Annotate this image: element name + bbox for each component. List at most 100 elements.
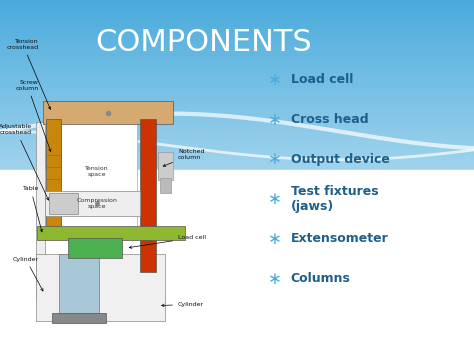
- Bar: [0, 311, 474, 313]
- Text: Extensometer: Extensometer: [291, 233, 388, 245]
- Text: ∗: ∗: [268, 71, 282, 89]
- Bar: [0, 44, 474, 47]
- Bar: [0, 337, 474, 340]
- Bar: [0, 246, 474, 248]
- Bar: [45, 191, 140, 216]
- Bar: [68, 238, 122, 258]
- Bar: [0, 213, 474, 216]
- Bar: [0, 269, 474, 272]
- Bar: [49, 193, 78, 214]
- Text: ∗: ∗: [268, 151, 282, 168]
- Bar: [0, 308, 474, 311]
- Bar: [0, 15, 474, 18]
- Bar: [0, 98, 474, 100]
- Bar: [0, 77, 474, 80]
- Bar: [0, 317, 474, 320]
- Bar: [0, 186, 474, 189]
- Text: ∗: ∗: [268, 230, 282, 248]
- Bar: [0, 255, 474, 257]
- Bar: [0, 237, 474, 240]
- Bar: [0, 148, 474, 151]
- Text: Cross head: Cross head: [291, 113, 368, 126]
- Text: Screw
column: Screw column: [16, 80, 51, 152]
- Bar: [0, 142, 474, 145]
- Bar: [0, 21, 474, 24]
- Text: COMPONENTS: COMPONENTS: [95, 28, 312, 57]
- Bar: [0, 352, 474, 355]
- Bar: [0, 266, 474, 269]
- Bar: [0, 118, 474, 121]
- Bar: [0, 166, 474, 169]
- Bar: [0, 210, 474, 213]
- Bar: [0, 201, 474, 204]
- Bar: [0, 222, 474, 225]
- Text: Columns: Columns: [291, 272, 350, 285]
- Bar: [0, 3, 474, 6]
- Bar: [0, 184, 474, 186]
- Bar: [0, 59, 474, 62]
- Bar: [0, 68, 474, 71]
- Bar: [0, 302, 474, 305]
- Bar: [0, 281, 474, 284]
- Text: ∗: ∗: [268, 111, 282, 129]
- Bar: [140, 119, 156, 272]
- Bar: [0, 133, 474, 136]
- Text: ∗: ∗: [268, 270, 282, 288]
- Text: Compression
space: Compression space: [76, 198, 118, 209]
- Bar: [0, 260, 474, 263]
- Bar: [0, 275, 474, 278]
- Bar: [0, 80, 474, 83]
- Bar: [0, 130, 474, 133]
- Bar: [0, 50, 474, 53]
- Bar: [0, 195, 474, 198]
- Bar: [61, 121, 137, 229]
- Bar: [0, 272, 474, 275]
- Bar: [0, 320, 474, 322]
- Bar: [0, 36, 474, 38]
- Bar: [0, 251, 474, 255]
- Bar: [0, 62, 474, 65]
- Bar: [0, 136, 474, 139]
- Bar: [0, 287, 474, 290]
- Bar: [0, 71, 474, 74]
- Text: Notched
column: Notched column: [163, 149, 204, 166]
- Bar: [0, 334, 474, 337]
- Bar: [0, 284, 474, 287]
- Bar: [0, 170, 474, 355]
- Bar: [0, 175, 474, 178]
- Bar: [36, 121, 45, 300]
- Bar: [0, 42, 474, 44]
- Bar: [0, 33, 474, 36]
- Bar: [0, 331, 474, 334]
- Bar: [0, 322, 474, 326]
- Text: Output device: Output device: [291, 153, 390, 166]
- Bar: [0, 171, 474, 175]
- Bar: [0, 139, 474, 142]
- Bar: [0, 228, 474, 231]
- Text: ∗: ∗: [268, 190, 282, 208]
- Bar: [0, 6, 474, 9]
- Bar: [0, 124, 474, 127]
- Text: Test fixtures
(jaws): Test fixtures (jaws): [291, 185, 378, 213]
- Bar: [0, 113, 474, 115]
- Bar: [0, 293, 474, 296]
- Text: Tension
space: Tension space: [85, 166, 109, 177]
- Bar: [0, 127, 474, 130]
- Bar: [43, 101, 173, 124]
- Bar: [0, 104, 474, 106]
- Text: Load cell: Load cell: [129, 235, 206, 248]
- Bar: [0, 234, 474, 237]
- Bar: [0, 290, 474, 293]
- Bar: [0, 9, 474, 12]
- Bar: [0, 115, 474, 118]
- Bar: [0, 145, 474, 148]
- Bar: [0, 178, 474, 180]
- Bar: [0, 47, 474, 50]
- Bar: [0, 100, 474, 104]
- Bar: [0, 24, 474, 27]
- Bar: [0, 340, 474, 343]
- Bar: [0, 74, 474, 77]
- Bar: [0, 204, 474, 207]
- Bar: [0, 65, 474, 68]
- Bar: [0, 296, 474, 299]
